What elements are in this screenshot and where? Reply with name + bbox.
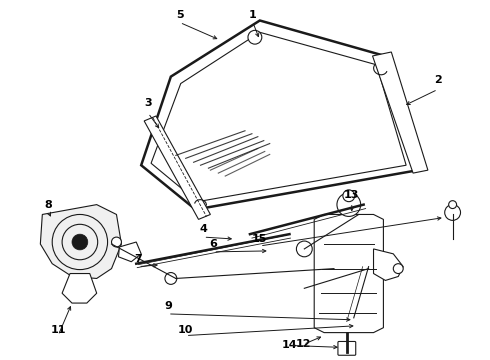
- Polygon shape: [119, 242, 141, 262]
- Text: 3: 3: [144, 98, 152, 108]
- Text: 2: 2: [434, 75, 441, 85]
- Polygon shape: [62, 274, 97, 303]
- Circle shape: [362, 260, 375, 274]
- Circle shape: [165, 273, 177, 284]
- Circle shape: [72, 234, 88, 250]
- Polygon shape: [40, 204, 122, 278]
- Text: 15: 15: [252, 234, 268, 244]
- Circle shape: [449, 201, 457, 208]
- Text: 14: 14: [282, 341, 297, 350]
- Text: 13: 13: [344, 190, 360, 200]
- Polygon shape: [372, 52, 428, 173]
- Text: 10: 10: [178, 325, 194, 335]
- Text: 11: 11: [50, 325, 66, 335]
- Text: 12: 12: [295, 339, 311, 350]
- FancyBboxPatch shape: [338, 342, 356, 355]
- Text: 9: 9: [164, 301, 172, 311]
- Polygon shape: [314, 215, 383, 333]
- Circle shape: [337, 193, 361, 216]
- Circle shape: [393, 264, 403, 274]
- Text: 1: 1: [249, 10, 257, 19]
- Circle shape: [248, 30, 262, 44]
- Circle shape: [296, 241, 312, 257]
- Polygon shape: [373, 249, 403, 280]
- Text: 6: 6: [209, 239, 217, 249]
- Circle shape: [328, 263, 340, 275]
- Circle shape: [112, 237, 122, 247]
- Circle shape: [351, 315, 367, 330]
- Circle shape: [343, 190, 355, 202]
- Polygon shape: [144, 116, 210, 219]
- Text: 8: 8: [45, 199, 52, 210]
- Text: 7: 7: [134, 254, 142, 264]
- Text: 4: 4: [199, 224, 207, 234]
- Circle shape: [445, 204, 461, 220]
- Text: 5: 5: [176, 10, 184, 19]
